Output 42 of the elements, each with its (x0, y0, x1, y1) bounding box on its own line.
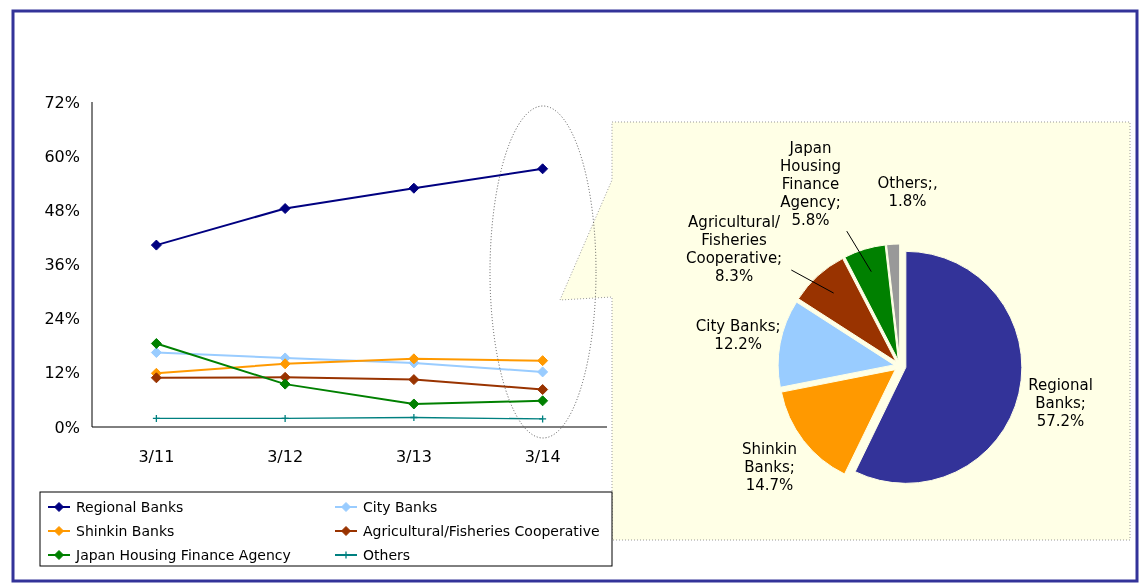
point (537, 163, 549, 175)
point (279, 378, 291, 390)
point (538, 414, 547, 424)
legend-label: Others (363, 546, 411, 563)
legend-label: Regional Banks (76, 498, 184, 515)
y-tick-label: 72% (44, 92, 80, 112)
slice-label: Japan Housing Finance Agency; 5.8% (780, 139, 841, 230)
slice-label: Agricultural/Fisheries Cooperative; 8.3% (686, 213, 783, 286)
point (408, 374, 420, 386)
x-tick-label: 3/14 (524, 447, 561, 466)
x-tick-label: 3/11 (138, 447, 175, 466)
y-tick-label: 0% (54, 417, 80, 437)
point (408, 398, 420, 410)
y-tick-label: 36% (44, 255, 80, 275)
legend-label: City Banks (363, 498, 438, 515)
y-tick-label: 12% (44, 363, 80, 383)
point (537, 366, 549, 378)
point (408, 182, 420, 194)
point (408, 353, 420, 365)
y-tick-label: 60% (44, 146, 80, 166)
point (279, 358, 291, 370)
point (150, 372, 162, 384)
point (537, 355, 549, 367)
point (279, 203, 291, 215)
y-tick-label: 48% (44, 200, 80, 220)
legend-label: Agricultural/Fisheries Cooperative (363, 522, 600, 539)
slice-label: City Banks; 12.2% (695, 317, 781, 354)
slice-label: Others;, 1.8% (877, 174, 938, 211)
legend-label: Japan Housing Finance Agency (75, 546, 291, 563)
point (537, 384, 549, 396)
slice-label: Shinkin Banks; 14.7% (741, 439, 798, 494)
point (280, 414, 290, 423)
x-tick-label: 3/12 (267, 447, 304, 466)
point (150, 347, 162, 359)
point (409, 413, 419, 422)
point (150, 337, 162, 349)
y-tick-label: 24% (44, 309, 80, 329)
slice-label: Regional Banks; 57.2% (1028, 376, 1093, 431)
point (537, 395, 549, 407)
x-tick-label: 3/13 (395, 447, 432, 466)
legend-label: Shinkin Banks (76, 522, 175, 539)
point (150, 239, 162, 251)
